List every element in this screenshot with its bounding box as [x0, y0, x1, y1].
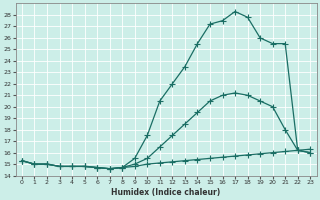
- X-axis label: Humidex (Indice chaleur): Humidex (Indice chaleur): [111, 188, 221, 197]
